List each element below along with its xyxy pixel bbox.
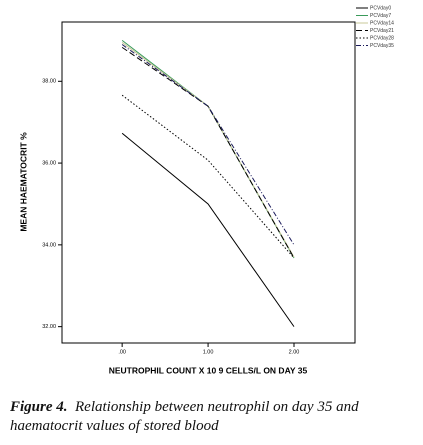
x-tick-label: 2.00 xyxy=(289,349,300,355)
legend-label: PCVday28 xyxy=(370,35,394,41)
data-line xyxy=(121,132,295,327)
y-tick-label: 34.00 xyxy=(42,242,56,248)
caption-label: Figure 4. xyxy=(10,399,68,415)
x-axis-label: NEUTROPHIL COUNT X 10 9 CELLS/L ON DAY 3… xyxy=(109,365,308,375)
data-line xyxy=(121,40,295,259)
legend-label: PCVday35 xyxy=(370,43,394,49)
y-axis-label: MEAN HAEMATOCRIT % xyxy=(18,132,28,232)
data-line xyxy=(121,44,295,246)
caption: Figure 4. Relationship between neutrophi… xyxy=(10,398,420,436)
data-line xyxy=(121,46,295,259)
caption-text: Relationship between neutrophil on day 3… xyxy=(10,399,359,434)
chart: NEUTROPHIL COUNT X 10 9 CELLS/L ON DAY 3… xyxy=(18,5,394,375)
x-tick-label: 1.00 xyxy=(203,349,214,355)
y-tick-label: 32.00 xyxy=(42,324,56,330)
legend-label: PCVday14 xyxy=(370,20,394,26)
x-tick-label: .00 xyxy=(118,349,126,355)
legend-label: PCVday7 xyxy=(370,13,391,19)
y-tick-label: 36.00 xyxy=(42,161,56,167)
data-line xyxy=(121,94,295,259)
plot-frame xyxy=(61,21,356,344)
y-tick-label: 38.00 xyxy=(42,79,56,85)
data-line xyxy=(121,42,295,258)
legend-label: PCVday21 xyxy=(370,28,394,34)
legend-label: PCVday0 xyxy=(370,5,391,11)
